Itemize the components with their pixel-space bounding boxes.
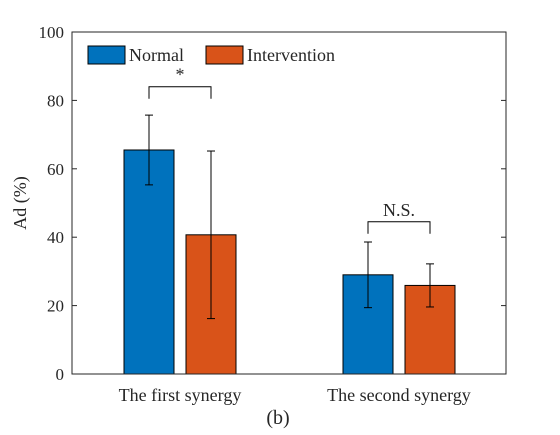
y-axis-label: Ad (%) — [10, 176, 31, 229]
legend-swatch — [87, 45, 126, 65]
legend-label: Normal — [129, 45, 184, 65]
y-axis-ticks: 0 20 40 60 80 100 — [39, 23, 506, 384]
bars — [123, 149, 456, 375]
error-bars — [145, 114, 434, 320]
legend-label: Intervention — [247, 45, 335, 65]
plot-area-border — [71, 31, 507, 375]
y-tick-label: 100 — [39, 23, 65, 42]
x-category-label: The first synergy — [119, 385, 242, 405]
y-tick-label: 0 — [56, 365, 65, 384]
figure-caption: (b) — [266, 407, 289, 429]
legend-swatch — [205, 45, 244, 65]
x-category-label: The second synergy — [327, 385, 471, 405]
significance-bracket — [148, 86, 212, 99]
x-axis-category-labels: The first synergy The second synergy — [119, 385, 471, 405]
significance-brackets: * N.S. — [148, 65, 431, 234]
y-tick-label: 80 — [47, 91, 64, 110]
significance-label: N.S. — [383, 200, 415, 220]
significance-label: * — [176, 65, 185, 85]
y-tick-label: 40 — [47, 228, 64, 247]
significance-bracket — [367, 221, 431, 234]
legend: Normal Intervention — [87, 45, 335, 65]
y-tick-label: 20 — [47, 297, 64, 316]
y-tick-label: 60 — [47, 160, 64, 179]
